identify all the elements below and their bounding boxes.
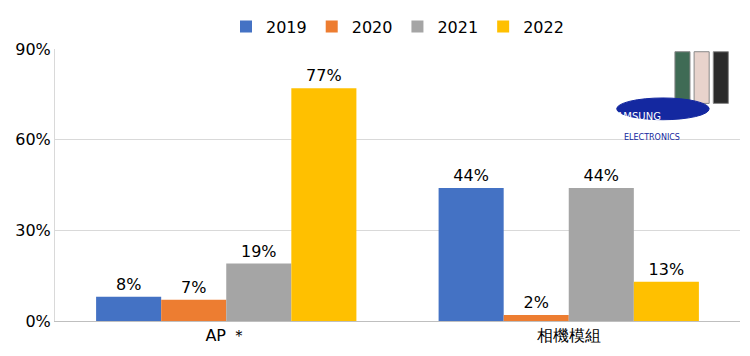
svg-text:30%: 30% bbox=[15, 221, 51, 240]
svg-text:ELECTRONICS: ELECTRONICS bbox=[624, 133, 680, 142]
svg-text:44%: 44% bbox=[584, 166, 620, 185]
svg-text:AP ＊: AP ＊ bbox=[205, 326, 247, 345]
svg-text:8%: 8% bbox=[116, 275, 141, 294]
svg-text:44%: 44% bbox=[453, 166, 489, 185]
svg-text:19%: 19% bbox=[241, 242, 277, 261]
svg-text:SAMSUNG: SAMSUNG bbox=[610, 111, 661, 122]
svg-text:2%: 2% bbox=[524, 293, 549, 312]
svg-text:0%: 0% bbox=[25, 312, 50, 331]
svg-text:2020: 2020 bbox=[352, 18, 393, 37]
svg-text:7%: 7% bbox=[181, 278, 206, 297]
svg-text:2022: 2022 bbox=[523, 18, 564, 37]
svg-text:60%: 60% bbox=[15, 130, 51, 149]
svg-text:90%: 90% bbox=[15, 40, 51, 59]
svg-text:2019: 2019 bbox=[266, 18, 307, 37]
svg-text:2021: 2021 bbox=[437, 18, 478, 37]
svg-text:相機模組: 相機模組 bbox=[537, 326, 601, 345]
svg-text:13%: 13% bbox=[649, 260, 685, 279]
svg-text:77%: 77% bbox=[306, 66, 342, 85]
